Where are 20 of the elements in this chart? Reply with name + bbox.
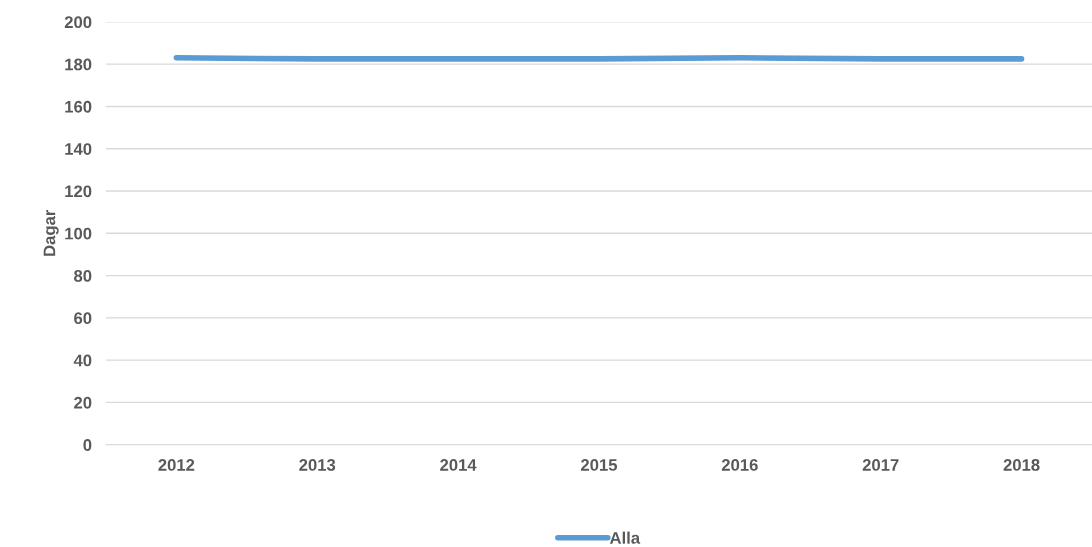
- y-tick-label: 120: [65, 185, 92, 198]
- y-tick-label: 180: [65, 58, 92, 71]
- x-tick-label: 2018: [1003, 459, 1040, 471]
- y-tick-label: 140: [65, 143, 92, 155]
- x-tick-label: 2012: [158, 459, 195, 471]
- y-tick-label: 160: [65, 100, 92, 113]
- y-tick-label: 60: [74, 312, 92, 325]
- x-tick-label: 2014: [440, 459, 477, 471]
- legend-label: Alla: [609, 531, 641, 544]
- y-tick-label: 200: [64, 16, 92, 29]
- x-tick-label: 2017: [862, 459, 899, 471]
- y-tick-label: 80: [74, 269, 92, 282]
- y-tick-label: 100: [65, 227, 92, 240]
- y-tick-label: 20: [74, 396, 92, 409]
- x-tick-label: 2015: [581, 459, 618, 471]
- y-tick-label: 40: [73, 354, 92, 367]
- y-tick-label: 0: [83, 439, 92, 451]
- x-tick-label: 2013: [299, 459, 336, 471]
- x-tick-label: 2016: [721, 459, 758, 471]
- y-axis-title: Dagar: [43, 209, 59, 256]
